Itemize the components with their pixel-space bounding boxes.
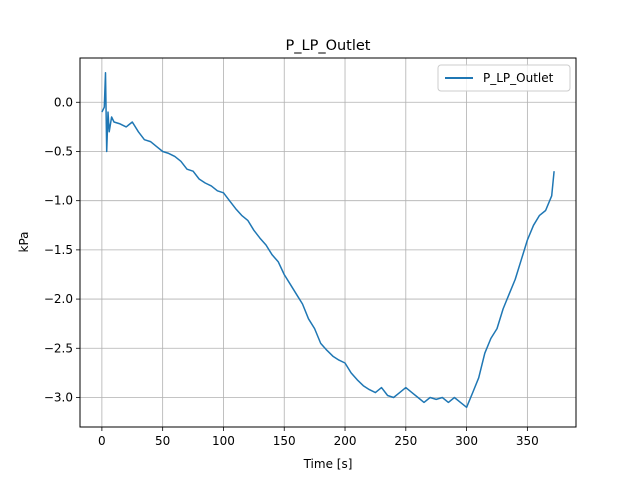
y-tick-label: −0.5 [44,144,73,158]
chart-title: P_LP_Outlet [286,38,371,54]
x-tick-label: 50 [155,434,170,448]
x-tick-label: 200 [334,434,357,448]
grid [80,58,576,427]
x-axis: 0 50 100 150 200 250 300 350 [98,427,539,448]
series-line [101,72,555,409]
legend-label: P_LP_Outlet [483,71,554,85]
x-axis-label: Time [s] [303,457,353,471]
x-tick-label: 350 [516,434,539,448]
y-tick-label: −2.5 [44,341,73,355]
x-tick-label: 0 [98,434,106,448]
legend-box [437,64,571,92]
y-axis-label: kPa [17,232,31,253]
x-tick-label: 100 [212,434,235,448]
y-tick-label: −3.0 [44,390,73,404]
x-tick-label: 150 [273,434,296,448]
x-tick-label: 300 [455,434,478,448]
y-tick-label: −1.0 [44,194,73,208]
y-tick-label: 0.0 [54,95,73,109]
series-group [101,72,555,409]
plot-frame [79,57,577,428]
y-axis: 0.0 −0.5 −1.0 −1.5 −2.0 −2.5 −3.0 [44,95,80,404]
legend: P_LP_Outlet [437,64,571,92]
y-tick-label: −1.5 [44,243,73,257]
x-tick-label: 250 [394,434,417,448]
y-tick-label: −2.0 [44,292,73,306]
